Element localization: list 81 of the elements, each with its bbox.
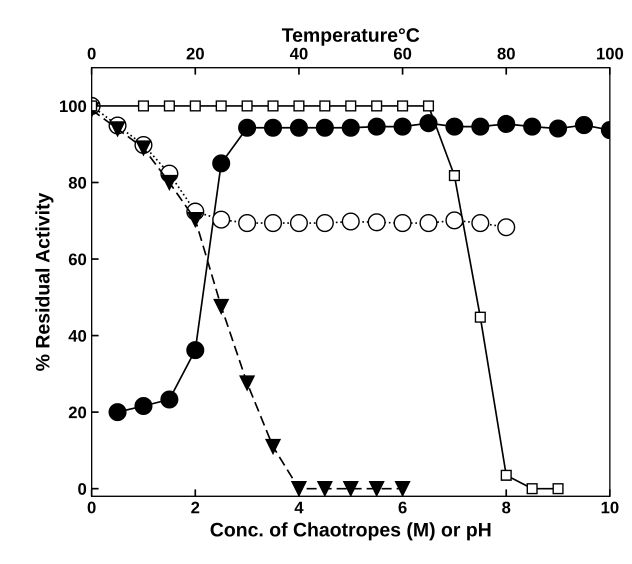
point — [471, 214, 490, 232]
point — [574, 116, 593, 134]
point — [136, 140, 152, 156]
y-tick-label: 80 — [68, 176, 86, 189]
point — [293, 100, 304, 112]
x2-tick-label: 40 — [290, 48, 308, 60]
point — [239, 375, 255, 391]
point — [264, 214, 282, 232]
point — [186, 341, 204, 360]
point — [345, 100, 356, 112]
x-tick-label: 0 — [88, 502, 96, 514]
point — [212, 154, 230, 172]
point — [526, 483, 538, 494]
point — [371, 100, 382, 112]
point — [291, 481, 307, 496]
point — [316, 118, 334, 137]
y-tick-label: 60 — [68, 253, 86, 266]
point — [500, 470, 512, 481]
point — [497, 114, 516, 133]
point — [164, 100, 175, 112]
y-tick-label: 40 — [68, 330, 86, 342]
point — [497, 218, 516, 236]
point — [342, 118, 360, 137]
x-tick-label: 8 — [502, 502, 510, 514]
point — [264, 118, 282, 137]
point — [448, 170, 460, 182]
point — [445, 118, 464, 136]
point — [394, 214, 412, 232]
point — [342, 212, 360, 231]
x2-tick-label: 0 — [88, 48, 96, 60]
x2-tick-label: 100 — [597, 48, 624, 60]
point — [110, 121, 126, 137]
point — [343, 481, 358, 496]
point — [216, 100, 227, 112]
y-tick-label: 0 — [78, 483, 86, 495]
point — [134, 396, 152, 416]
point — [290, 118, 308, 137]
point — [188, 212, 203, 228]
point — [549, 120, 568, 138]
point — [422, 100, 434, 112]
point — [319, 100, 330, 112]
point — [552, 483, 564, 494]
x2-tick-label: 60 — [394, 48, 412, 60]
point — [316, 214, 334, 232]
x-tick-label: 4 — [294, 502, 304, 514]
x-tick-label: 10 — [602, 502, 618, 514]
x-tick-label: 2 — [191, 502, 200, 514]
point — [368, 213, 386, 232]
point — [290, 214, 308, 232]
x2-tick-label: 20 — [186, 48, 204, 60]
point — [474, 312, 486, 323]
point — [419, 214, 438, 232]
point — [267, 100, 279, 112]
point — [265, 438, 281, 454]
y-tick-label: 100 — [60, 100, 86, 112]
point — [394, 118, 412, 136]
point — [160, 390, 178, 409]
point — [317, 481, 332, 496]
x2-axis-title: Temperature°C — [282, 28, 420, 46]
point — [108, 403, 127, 422]
point — [138, 100, 150, 112]
point — [238, 214, 256, 232]
point — [190, 100, 201, 112]
point — [419, 114, 438, 132]
y-tick-label: 20 — [68, 406, 86, 418]
point — [238, 118, 256, 137]
point — [397, 100, 408, 112]
point — [369, 481, 384, 496]
x-axis-title: Conc. of Chaotropes (M) or pH — [210, 522, 490, 540]
point — [214, 298, 229, 314]
point — [162, 174, 178, 190]
x2-tick-label: 80 — [497, 48, 515, 60]
y-axis-title: % Residual Activity — [35, 192, 54, 371]
point — [242, 100, 253, 112]
point — [394, 481, 410, 496]
point — [471, 118, 490, 136]
point — [368, 118, 386, 136]
point — [523, 118, 542, 136]
point — [445, 211, 464, 230]
x-tick-label: 6 — [398, 502, 407, 514]
point — [212, 210, 230, 229]
